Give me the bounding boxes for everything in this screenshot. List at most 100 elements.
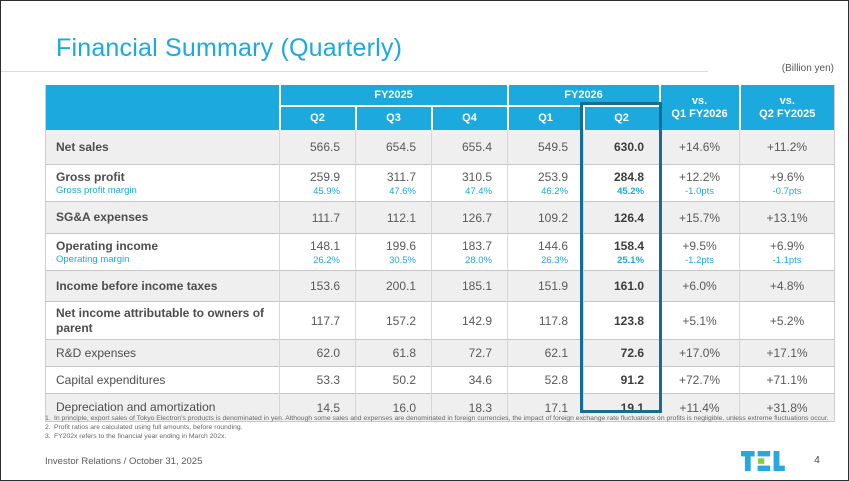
cell-subvalue: 28.0%: [465, 254, 493, 266]
cell-value: +31.8%: [766, 400, 808, 415]
cell-value: 112.1: [386, 210, 416, 225]
cell-subvalue: -0.7pts: [772, 185, 802, 197]
value-cell: +9.5% -1.2pts: [659, 233, 740, 271]
cell-value: +11.4%: [679, 400, 720, 415]
row-label: SG&A expenses: [56, 210, 149, 225]
cell-value: +17.0%: [679, 346, 721, 360]
value-cell: 151.9: [507, 270, 584, 302]
cell-value: 310.5: [462, 169, 493, 184]
footnote-number: 1.: [45, 415, 51, 422]
cell-value: 72.6: [620, 346, 645, 360]
cell-subvalue: 26.3%: [541, 254, 569, 266]
footnote-text: In principle, export sales of Tokyo Elec…: [54, 415, 829, 422]
cell-value: 50.2: [392, 373, 416, 387]
vs-period: Q1 FY2026: [671, 107, 728, 120]
value-cell: 200.1: [355, 270, 432, 302]
value-cell: 117.7: [279, 301, 356, 340]
cell-value: +6.9%: [769, 238, 805, 253]
value-cell: 34.6: [430, 366, 508, 394]
financial-summary-table: FY2025 FY2026 vs. Q1 FY2026 vs. Q2 FY202…: [45, 85, 836, 422]
cell-value: 14.5: [316, 400, 340, 415]
value-cell: 630.0: [583, 130, 660, 165]
value-cell: +5.1%: [659, 301, 740, 340]
value-cell: 142.9: [430, 301, 508, 340]
cell-value: 34.6: [468, 373, 493, 387]
table-row: Capital expenditures 53.3 50.2 34.6 52.8 91.2…: [45, 366, 835, 394]
value-cell: 17.1: [507, 393, 584, 422]
cell-value: +14.6%: [679, 140, 721, 154]
cell-value: 311.7: [386, 169, 416, 184]
footnotes: 1. In principle, export sales of Tokyo El…: [45, 414, 837, 442]
cell-value: 52.8: [544, 373, 569, 387]
value-cell: 185.1: [430, 270, 508, 302]
cell-value: 630.0: [614, 140, 645, 154]
cell-value: +6.0%: [682, 279, 717, 293]
footer-text: Investor Relations / October 31, 2025: [45, 456, 203, 467]
row-label: Capital expenditures: [56, 372, 166, 387]
logo-green-square: [757, 458, 765, 464]
value-cell: +6.0%: [659, 270, 740, 302]
row-label-cell: Depreciation and amortization: [45, 393, 280, 422]
row-label: Operating income: [56, 238, 159, 253]
value-cell: +5.2%: [739, 301, 835, 340]
cell-value: 109.2: [538, 210, 569, 225]
cell-value: +72.7%: [679, 373, 721, 387]
table-row: Operating income Operating margin 148.1 26.…: [45, 233, 835, 271]
value-cell: 259.9 45.9%: [279, 164, 356, 202]
table-row: Net income attributable to owners of par…: [45, 301, 835, 340]
cell-value: 148.1: [309, 238, 340, 253]
cell-value: +5.2%: [769, 313, 805, 328]
table-row: Net sales 566.5 654.5 655.4 549.5 630.0 +14.6%…: [45, 130, 835, 165]
unit-label: (Billion yen): [781, 63, 834, 74]
cell-value: +15.7%: [679, 210, 721, 225]
value-cell: 19.1: [583, 393, 660, 422]
cell-value: 654.5: [385, 140, 416, 154]
value-cell: 62.1: [507, 339, 584, 367]
cell-value: 126.7: [462, 210, 493, 225]
cell-value: +9.5%: [682, 238, 717, 253]
cell-value: +12.2%: [679, 169, 721, 184]
cell-value: +5.1%: [682, 313, 717, 328]
value-cell: 53.3: [279, 366, 356, 394]
cell-value: 53.3: [316, 373, 340, 387]
header-q2-fy2025: Q2: [278, 106, 356, 130]
cell-subvalue: 26.2%: [313, 254, 340, 266]
cell-value: +17.1%: [766, 346, 808, 360]
cell-subvalue: 45.9%: [313, 185, 340, 197]
value-cell: +71.1%: [739, 366, 835, 394]
footnote-number: 3.: [45, 433, 51, 441]
cell-value: 123.8: [614, 313, 645, 328]
cell-subvalue: 45.2%: [617, 185, 645, 197]
cell-value: 259.9: [309, 169, 340, 184]
value-cell: 50.2: [355, 366, 432, 394]
value-cell: +14.6%: [659, 130, 740, 165]
cell-subvalue: -1.2pts: [685, 254, 715, 266]
value-cell: 654.5: [355, 130, 432, 165]
row-label: Gross profit: [56, 169, 125, 184]
row-sublabel: Gross profit margin: [56, 185, 137, 196]
row-label-cell: Net sales: [45, 130, 280, 165]
cell-value: 549.5: [538, 140, 569, 154]
table-row: R&D expenses 62.0 61.8 72.7 62.1 72.6 +17.0% +1…: [45, 339, 835, 367]
value-cell: 72.6: [583, 339, 660, 367]
cell-value: 161.0: [614, 279, 645, 293]
value-cell: 109.2: [507, 201, 584, 234]
value-cell: +6.9% -1.1pts: [739, 233, 835, 271]
cell-value: 72.7: [468, 346, 493, 360]
cell-value: 61.8: [392, 346, 416, 360]
cell-value: 142.9: [462, 313, 493, 328]
value-cell: 144.6 26.3%: [507, 233, 584, 271]
cell-value: +4.8%: [769, 279, 805, 293]
value-cell: 311.7 47.6%: [355, 164, 432, 202]
row-label: Net income attributable to owners of par…: [56, 306, 265, 335]
page-title: Financial Summary (Quarterly): [56, 34, 403, 62]
cell-value: 200.1: [385, 279, 416, 293]
cell-subvalue: -1.1pts: [772, 254, 802, 266]
header-vs-q2-fy2025: vs. Q2 FY2025: [738, 85, 835, 130]
row-label-cell: SG&A expenses: [45, 201, 280, 234]
table-row: Depreciation and amortization 14.5 16.0 18.…: [45, 393, 835, 422]
cell-value: 62.1: [544, 346, 569, 360]
row-label: R&D expenses: [56, 345, 137, 360]
value-cell: 91.2: [583, 366, 660, 394]
value-cell: +17.0%: [659, 339, 740, 367]
